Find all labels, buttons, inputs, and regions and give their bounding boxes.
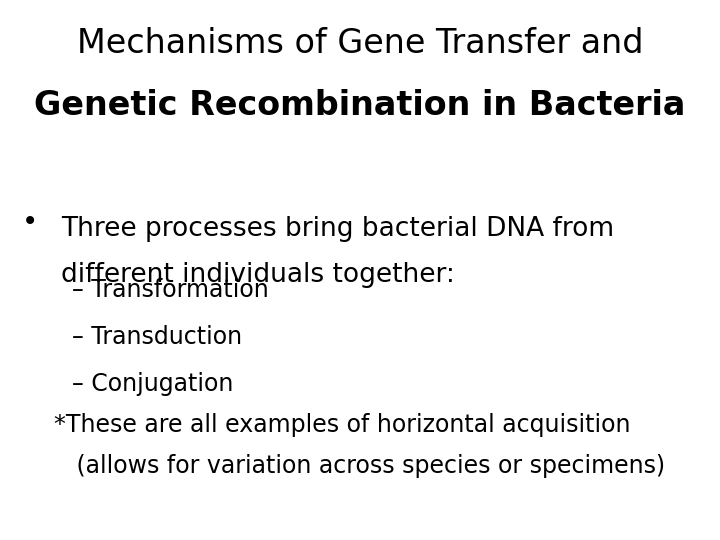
- Text: Genetic Recombination in Bacteria: Genetic Recombination in Bacteria: [35, 89, 685, 122]
- Text: Three processes bring bacterial DNA from: Three processes bring bacterial DNA from: [61, 216, 614, 242]
- Text: different individuals together:: different individuals together:: [61, 262, 455, 288]
- Text: – Conjugation: – Conjugation: [72, 372, 233, 396]
- Text: *These are all examples of horizontal acquisition: *These are all examples of horizontal ac…: [54, 413, 631, 437]
- Text: •: •: [22, 208, 38, 236]
- Text: Mechanisms of Gene Transfer and: Mechanisms of Gene Transfer and: [77, 27, 643, 60]
- Text: (allows for variation across species or specimens): (allows for variation across species or …: [54, 454, 665, 477]
- Text: – Transduction: – Transduction: [72, 325, 242, 349]
- Text: – Transformation: – Transformation: [72, 278, 269, 302]
